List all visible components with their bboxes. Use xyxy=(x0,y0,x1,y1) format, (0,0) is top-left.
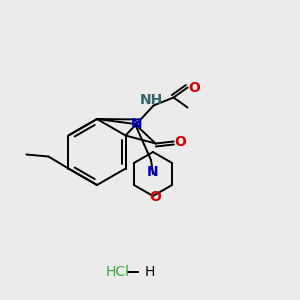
Text: H: H xyxy=(145,265,155,279)
Text: HCl: HCl xyxy=(106,265,130,279)
Text: NH: NH xyxy=(140,94,163,107)
Text: N: N xyxy=(131,117,143,131)
Text: O: O xyxy=(189,80,200,94)
Text: N: N xyxy=(147,165,159,179)
Text: O: O xyxy=(149,190,161,204)
Text: O: O xyxy=(175,134,187,148)
